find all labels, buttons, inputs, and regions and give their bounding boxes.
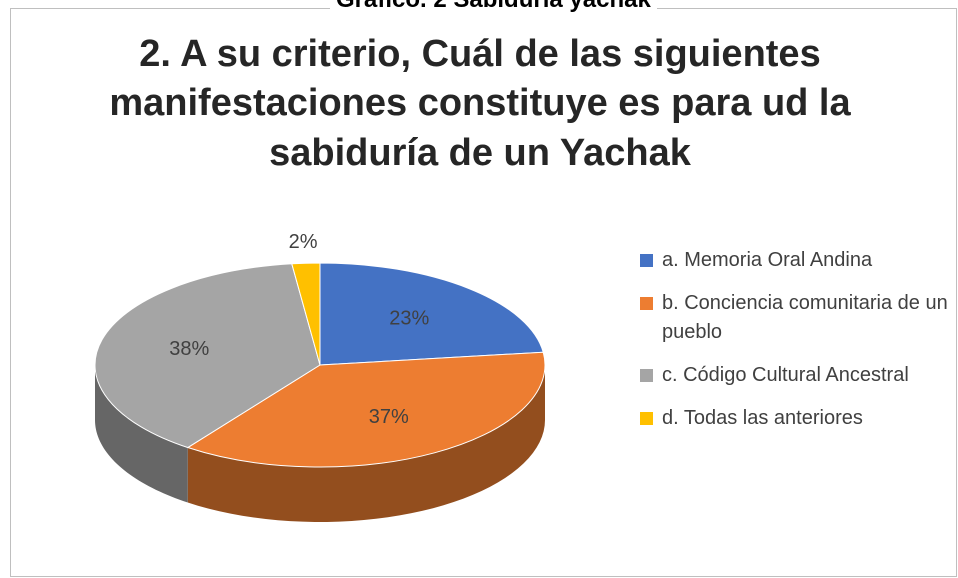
legend-swatch xyxy=(640,412,653,425)
legend-entry: d. Todas las anteriores xyxy=(640,404,950,433)
legend-entry: b. Conciencia comunitaria de un pueblo xyxy=(640,289,950,347)
legend-entry: c. Código Cultural Ancestral xyxy=(640,361,950,390)
legend-swatch xyxy=(640,297,653,310)
pie-side xyxy=(95,365,188,503)
pie-slice xyxy=(186,351,546,468)
data-label: 37% xyxy=(369,406,409,428)
data-label: 2% xyxy=(289,231,318,253)
legend-label: d. Todas las anteriores xyxy=(662,407,863,429)
legend-label: b. Conciencia comunitaria de un pueblo xyxy=(662,292,948,343)
legend: a. Memoria Oral Andina b. Conciencia comu… xyxy=(640,246,950,447)
pie-slice xyxy=(94,263,321,449)
chart-title: 2. A su criterio, Cuál de las siguientes… xyxy=(109,33,851,174)
legend-label: c. Código Cultural Ancestral xyxy=(662,364,909,386)
pie-slice xyxy=(291,262,321,366)
legend-entry: a. Memoria Oral Andina xyxy=(640,246,950,275)
legend-label: a. Memoria Oral Andina xyxy=(662,249,873,271)
pie-slice xyxy=(319,262,544,366)
caption: Gráfico. 2 Sabiduría yachak xyxy=(330,0,657,14)
legend-swatch xyxy=(640,254,653,267)
pie-side xyxy=(187,365,545,522)
data-label: 23% xyxy=(389,307,429,329)
data-label: 38% xyxy=(169,338,209,360)
legend-swatch xyxy=(640,369,653,382)
